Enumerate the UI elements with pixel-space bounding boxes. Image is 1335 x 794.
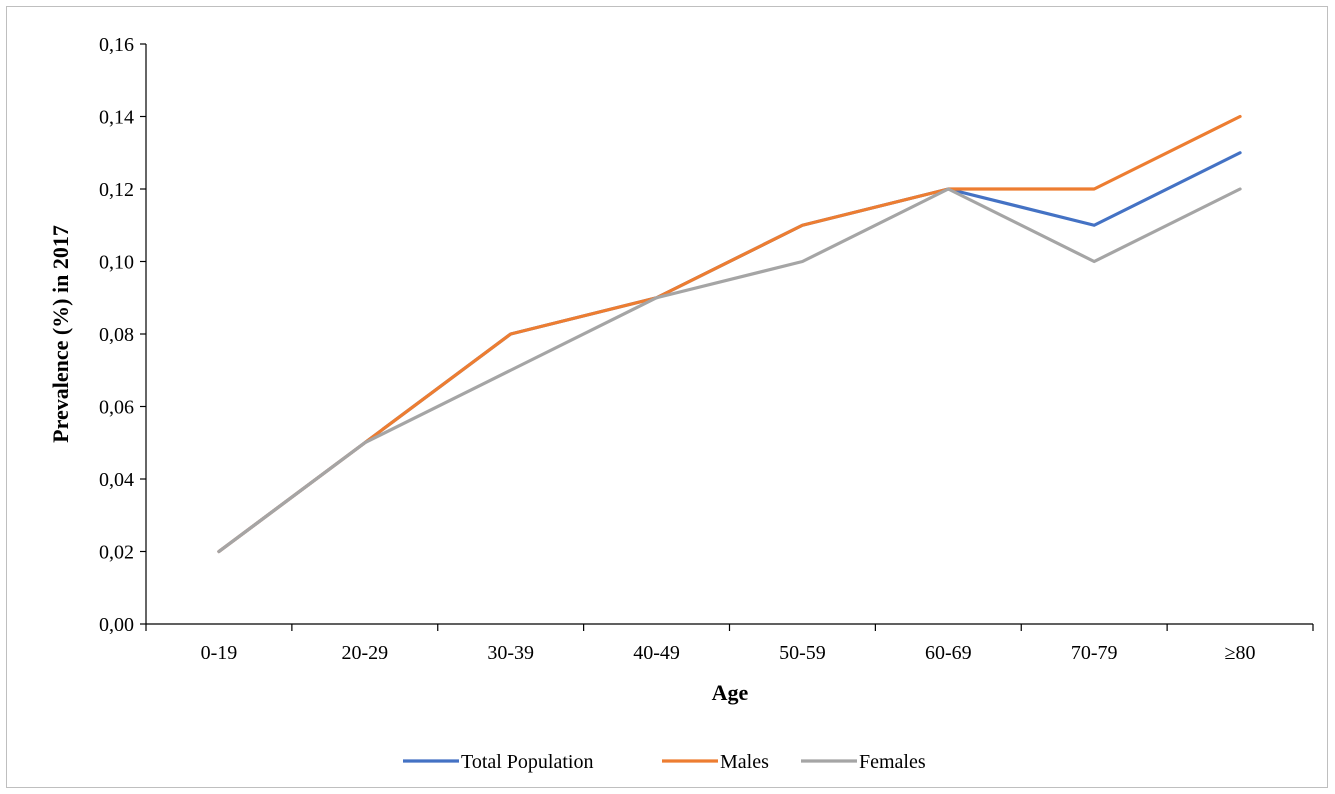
x-axis-title: Age [712, 680, 749, 705]
series-line-total-population [217, 151, 1242, 554]
series-line-females [217, 187, 1242, 554]
y-tick-label: 0,12 [99, 179, 134, 201]
legend-label: Females [859, 751, 926, 773]
legend-label: Males [720, 751, 769, 773]
x-tick-label: ≥80 [1225, 642, 1256, 664]
chart-frame [6, 6, 1328, 788]
y-tick-label: 0,14 [99, 107, 134, 129]
y-tick-label: 0,16 [99, 34, 134, 56]
legend-label: Total Population [461, 751, 593, 773]
y-tick-label: 0,00 [99, 614, 134, 636]
y-axis-title: Prevalence (%) in 2017 [48, 225, 73, 443]
x-tick-label: 50-59 [779, 642, 826, 664]
x-tick-label: 30-39 [487, 642, 534, 664]
legend: Total Population Males Females [403, 751, 926, 773]
x-tick-label: 40-49 [633, 642, 680, 664]
y-axis-ticks: 0,00 0,02 0,04 0,06 0,08 0,10 0,12 0,14 0,16 [99, 34, 146, 636]
y-tick-label: 0,08 [99, 324, 134, 346]
y-tick-label: 0,06 [99, 397, 134, 419]
series-lines [217, 114, 1242, 554]
y-tick-label: 0,10 [99, 252, 134, 274]
series-line-males [217, 114, 1242, 554]
x-axis-ticks: 0-19 20-29 30-39 40-49 50-59 60-69 70-79 ≥80 [145, 624, 1314, 664]
x-tick-label: 70-79 [1071, 642, 1118, 664]
x-tick-label: 20-29 [341, 642, 388, 664]
y-tick-label: 0,02 [99, 542, 134, 564]
y-tick-label: 0,04 [99, 469, 134, 491]
x-tick-label: 0-19 [201, 642, 238, 664]
x-tick-label: 60-69 [925, 642, 972, 664]
